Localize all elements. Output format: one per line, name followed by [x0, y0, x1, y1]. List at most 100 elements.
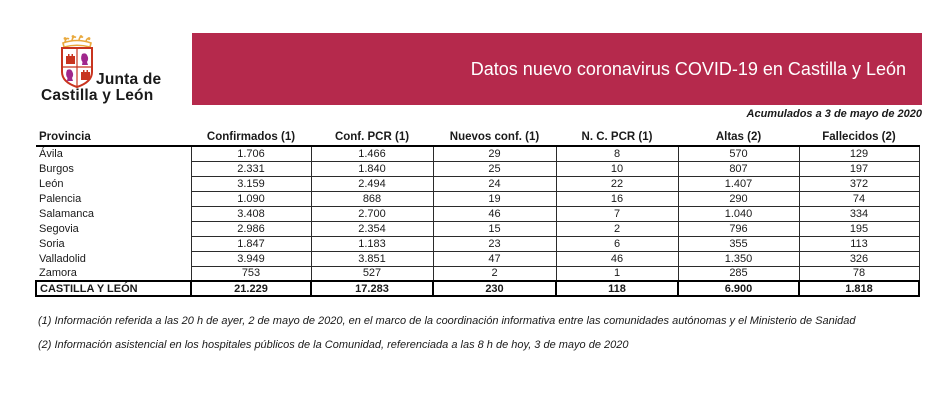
value-cell: 3.949: [190, 250, 312, 267]
value-cell: 2.700: [310, 205, 434, 222]
value-cell: 118: [555, 280, 679, 297]
value-cell: 1: [555, 265, 679, 282]
column-header: Altas (2): [678, 128, 799, 147]
value-cell: 6: [555, 235, 679, 252]
value-cell: 15: [432, 220, 557, 237]
value-cell: 1.040: [677, 205, 800, 222]
province-cell: Valladolid: [39, 252, 86, 265]
value-cell: 1.706: [190, 145, 312, 162]
value-cell: 21.229: [190, 280, 312, 297]
value-cell: 355: [677, 235, 800, 252]
value-cell: 29: [432, 145, 557, 162]
value-cell: 2: [555, 220, 679, 237]
value-cell: 113: [798, 235, 920, 252]
table-row: Valladolid 3.949 3.851 47 46 1.350 326: [36, 250, 920, 267]
value-cell: 2: [432, 265, 557, 282]
value-cell: 24: [432, 175, 557, 192]
value-cell: 16: [555, 190, 679, 207]
coat-of-arms-icon: [61, 35, 93, 88]
table-row: Salamanca 3.408 2.700 46 7 1.040 334: [36, 205, 920, 222]
value-cell: 1.183: [310, 235, 434, 252]
value-cell: 3.159: [190, 175, 312, 192]
value-cell: 1.840: [310, 160, 434, 177]
value-cell: 1.818: [798, 280, 920, 297]
value-cell: 78: [798, 265, 920, 282]
value-cell: 19: [432, 190, 557, 207]
column-header: Provincia: [36, 128, 191, 147]
value-cell: 334: [798, 205, 920, 222]
province-cell: Zamora: [39, 267, 77, 279]
province-cell: Palencia: [39, 192, 82, 205]
value-cell: 326: [798, 250, 920, 267]
value-cell: 1.350: [677, 250, 800, 267]
table-header-row: Provincia Confirmados (1) Conf. PCR (1) Nue…: [36, 128, 919, 147]
table-row: Burgos 2.331 1.840 25 10 807 197: [36, 160, 920, 177]
value-cell: 2.331: [190, 160, 312, 177]
table-row: Zamora 753 527 2 1 285 78: [36, 265, 920, 282]
column-header: Conf. PCR (1): [311, 128, 433, 147]
province-cell: Salamanca: [39, 207, 95, 220]
value-cell: 1.466: [310, 145, 434, 162]
value-cell: 195: [798, 220, 920, 237]
province-cell: Ávila: [39, 148, 63, 160]
footnote-1: (1) Información referida a las 20 h de a…: [38, 315, 856, 327]
value-cell: 6.900: [677, 280, 800, 297]
value-cell: 46: [555, 250, 679, 267]
table-total-row: CASTILLA Y LEÓN 21.229 17.283 230 118 6.900 1.…: [35, 280, 920, 297]
value-cell: 23: [432, 235, 557, 252]
value-cell: 2.354: [310, 220, 434, 237]
junta-castilla-leon-logo: Junta de Castilla y León: [40, 34, 180, 104]
value-cell: 230: [432, 280, 557, 297]
value-cell: 7: [555, 205, 679, 222]
value-cell: 3.851: [310, 250, 434, 267]
page-title: Datos nuevo coronavirus COVID-19 en Cast…: [470, 59, 906, 79]
value-cell: 74: [798, 190, 920, 207]
table-row: Soria 1.847 1.183 23 6 355 113: [36, 235, 920, 252]
value-cell: 3.408: [190, 205, 312, 222]
logo-text-line1: Junta de: [96, 71, 162, 88]
value-cell: 129: [798, 145, 920, 162]
accumulated-date-label: Acumulados a 3 de mayo de 2020: [746, 108, 922, 120]
covid-data-table: Provincia Confirmados (1) Conf. PCR (1) Nue…: [35, 128, 920, 297]
value-cell: 570: [677, 145, 800, 162]
value-cell: 285: [677, 265, 800, 282]
value-cell: 8: [555, 145, 679, 162]
column-header: Fallecidos (2): [799, 128, 919, 147]
value-cell: 22: [555, 175, 679, 192]
value-cell: 290: [677, 190, 800, 207]
value-cell: 25: [432, 160, 557, 177]
value-cell: 796: [677, 220, 800, 237]
province-cell: Soria: [39, 237, 65, 250]
value-cell: 2.986: [190, 220, 312, 237]
value-cell: 527: [310, 265, 434, 282]
value-cell: 10: [555, 160, 679, 177]
value-cell: 17.283: [310, 280, 434, 297]
table-row: Ávila 1.706 1.466 29 8 570 129: [36, 145, 920, 162]
province-cell: Segovia: [39, 222, 79, 235]
table-row: León 3.159 2.494 24 22 1.407 372: [36, 175, 920, 192]
value-cell: 868: [310, 190, 434, 207]
value-cell: 1.407: [677, 175, 800, 192]
province-cell: Burgos: [39, 162, 74, 175]
value-cell: 1.090: [190, 190, 312, 207]
province-cell: CASTILLA Y LEÓN: [35, 280, 192, 297]
column-header: Confirmados (1): [191, 128, 311, 147]
value-cell: 372: [798, 175, 920, 192]
value-cell: 2.494: [310, 175, 434, 192]
value-cell: 807: [677, 160, 800, 177]
table-row: Palencia 1.090 868 19 16 290 74: [36, 190, 920, 207]
column-header: N. C. PCR (1): [556, 128, 678, 147]
table-row: Segovia 2.986 2.354 15 2 796 195: [36, 220, 920, 237]
value-cell: 47: [432, 250, 557, 267]
value-cell: 46: [432, 205, 557, 222]
value-cell: 197: [798, 160, 920, 177]
column-header: Nuevos conf. (1): [433, 128, 556, 147]
banner: Datos nuevo coronavirus COVID-19 en Cast…: [192, 33, 922, 105]
table-header: Provincia Confirmados (1) Conf. PCR (1) Nue…: [36, 128, 919, 147]
province-cell: León: [39, 177, 64, 190]
value-cell: 1.847: [190, 235, 312, 252]
value-cell: 753: [190, 265, 312, 282]
footnote-2: (2) Información asistencial en los hospi…: [38, 339, 629, 351]
logo-text-line2: Castilla y León: [41, 87, 154, 104]
